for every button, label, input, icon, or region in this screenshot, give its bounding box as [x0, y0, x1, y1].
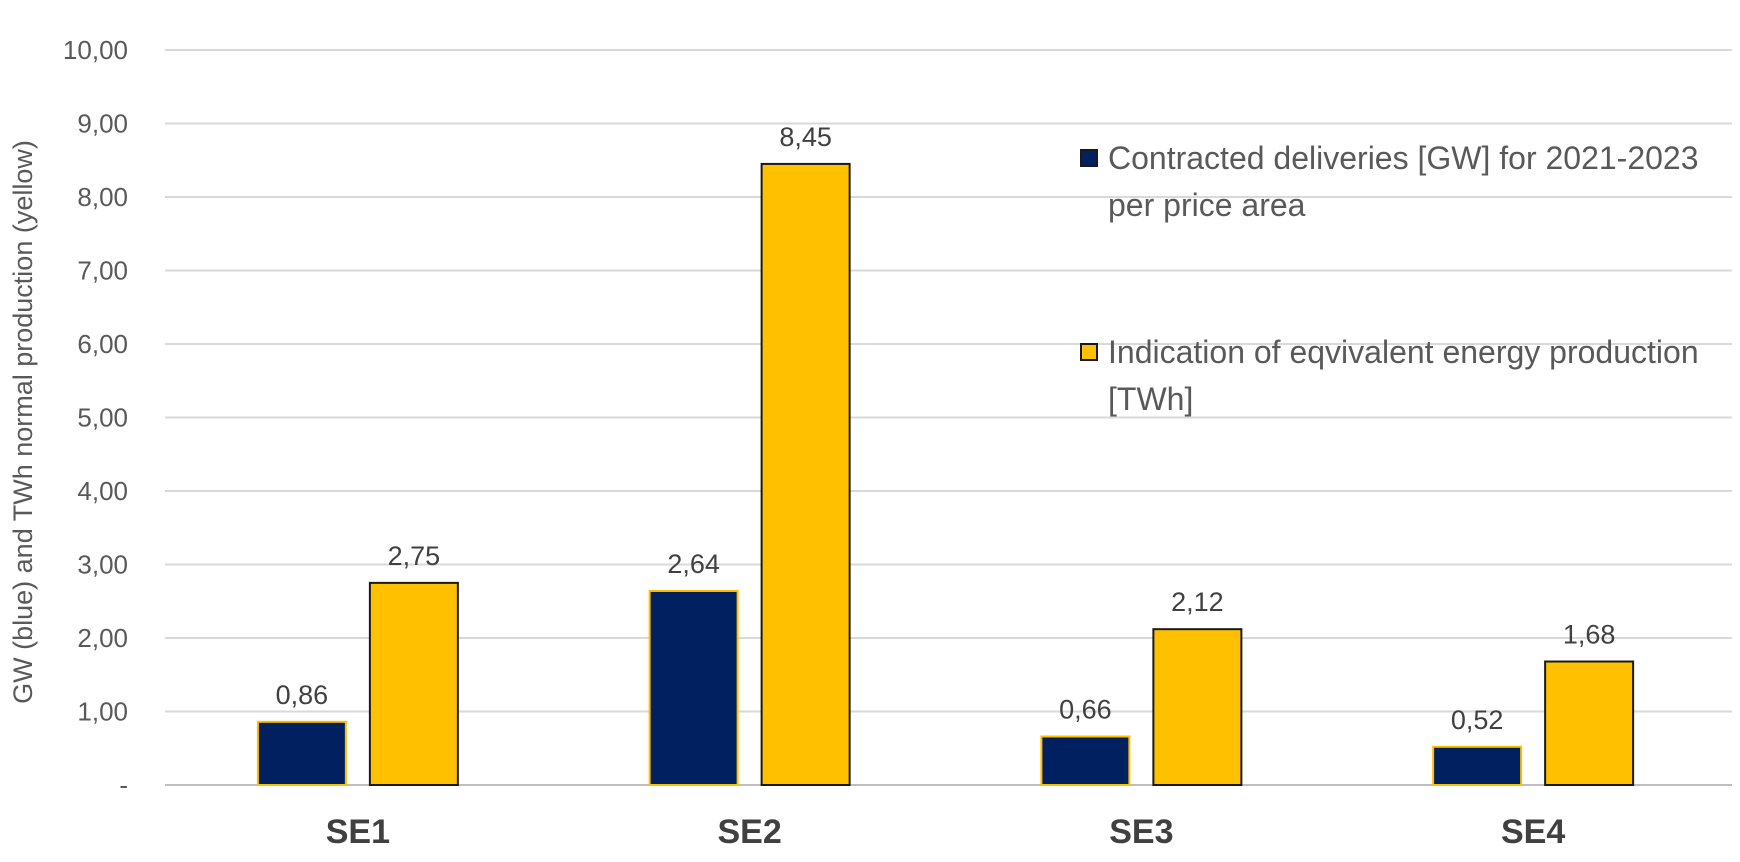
y-tick-label: 5,00 [77, 403, 128, 433]
y-tick-label: 8,00 [77, 182, 128, 212]
y-tick-label: 7,00 [77, 256, 128, 286]
y-tick-label: 10,00 [63, 35, 128, 65]
bar-energy-production-se3 [1152, 628, 1243, 786]
y-tick-label: - [119, 770, 128, 800]
x-tick-label-se4: SE4 [1501, 813, 1565, 851]
data-label: 2,12 [1171, 587, 1224, 617]
bars [256, 162, 1635, 787]
x-tick-label-se2: SE2 [717, 813, 781, 851]
legend-label-contracted-deliveries: Contracted deliveries [GW] for 2021-2023… [1108, 140, 1699, 223]
y-tick-label: 3,00 [77, 550, 128, 580]
legend-swatch-yellow [1080, 343, 1098, 361]
bar-contracted-deliveries-se4 [1432, 745, 1523, 787]
legend-label-energy-production: Indication of eqvivalent energy producti… [1108, 334, 1699, 417]
data-label: 8,45 [779, 122, 832, 152]
legend-item-energy-production: Indication of eqvivalent energy producti… [1080, 329, 1700, 423]
data-label: 0,66 [1059, 694, 1112, 724]
y-tick-label: 1,00 [77, 697, 128, 727]
y-axis-tick-labels: - 1,00 2,00 3,00 4,00 5,00 6,00 7,00 8,00 9,00 10,… [63, 35, 128, 800]
x-tick-label-se3: SE3 [1109, 813, 1173, 851]
bar-contracted-deliveries-se3 [1040, 735, 1131, 786]
y-tick-label: 6,00 [77, 329, 128, 359]
data-label: 1,68 [1563, 620, 1616, 650]
data-label: 2,75 [388, 541, 441, 571]
bar-contracted-deliveries-se2 [648, 589, 739, 787]
data-label: 2,64 [667, 549, 720, 579]
y-tick-label: 9,00 [77, 109, 128, 139]
bar-energy-production-se2 [760, 162, 851, 787]
bar-energy-production-se1 [368, 581, 459, 786]
data-label: 0,86 [276, 680, 329, 710]
legend-item-contracted-deliveries: Contracted deliveries [GW] for 2021-2023… [1080, 135, 1700, 229]
y-axis-title: GW (blue) and TWh normal production (yel… [8, 140, 38, 704]
bar-contracted-deliveries-se1 [256, 720, 347, 786]
x-axis-tick-labels: SE1 SE2 SE3 SE4 [326, 813, 1566, 851]
y-tick-label: 2,00 [77, 623, 128, 653]
legend: Contracted deliveries [GW] for 2021-2023… [1080, 135, 1700, 423]
legend-swatch-blue [1080, 149, 1098, 167]
bar-energy-production-se4 [1544, 660, 1635, 787]
data-labels: 0,86 2,75 2,64 8,45 0,66 2,12 0,52 1,68 [276, 122, 1616, 735]
data-label: 0,52 [1451, 705, 1504, 735]
x-tick-label-se1: SE1 [326, 813, 390, 851]
y-tick-label: 4,00 [77, 476, 128, 506]
